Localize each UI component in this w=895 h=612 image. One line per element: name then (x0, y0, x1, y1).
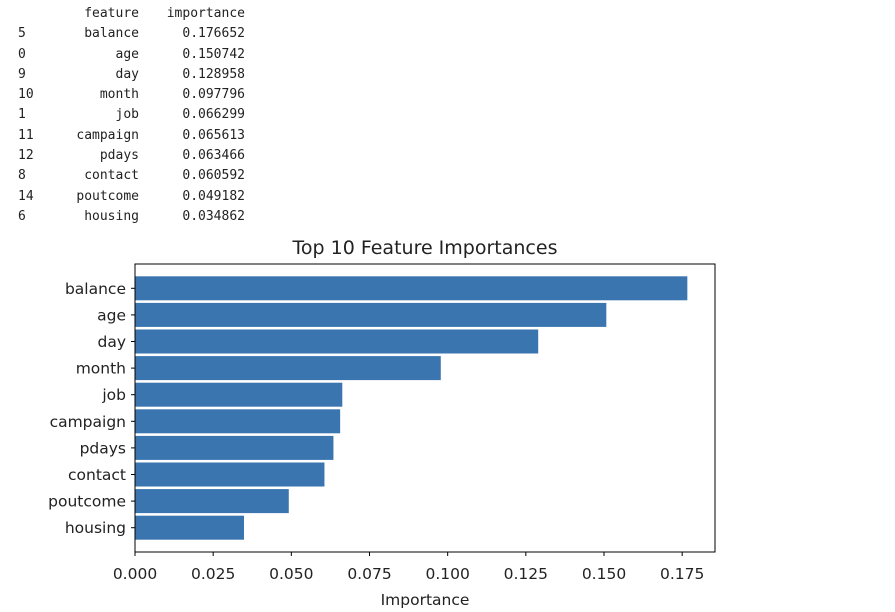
x-tick-label: 0.125 (504, 565, 548, 583)
row-feature: campaign (76, 127, 139, 143)
table-row: 10 month 0.097796 (18, 85, 245, 105)
table-row: 1 job 0.066299 (18, 105, 245, 125)
row-importance: 0.049182 (182, 188, 245, 204)
row-index: 1 (18, 107, 26, 123)
y-axis: balance age day month job campaign pdays contac… (48, 280, 135, 537)
table-row: 12 pdays 0.063466 (18, 146, 245, 166)
table-row: 8 contact 0.060592 (18, 166, 245, 186)
table-row: 9 day 0.128958 (18, 65, 245, 85)
bar-campaign (135, 409, 341, 434)
bar-housing (135, 515, 245, 540)
row-index: 10 (18, 87, 34, 103)
y-tick-label: contact (68, 466, 126, 484)
row-feature: job (115, 107, 139, 123)
y-tick-label: balance (65, 280, 126, 298)
y-tick-label: age (97, 306, 126, 324)
y-tick-label: pdays (80, 439, 126, 457)
y-tick-label: job (101, 386, 126, 404)
row-importance: 0.150742 (182, 46, 245, 62)
row-feature: pdays (99, 148, 139, 164)
bar-month (135, 356, 441, 381)
row-importance: 0.063466 (182, 148, 245, 164)
x-tick-label: 0.000 (113, 565, 157, 583)
row-index: 5 (18, 26, 26, 42)
row-importance: 0.060592 (182, 168, 245, 184)
y-tick-label: month (76, 360, 126, 378)
y-tick-label: housing (65, 519, 126, 537)
table-row: 11 campaign 0.065613 (18, 126, 245, 146)
row-importance: 0.034862 (182, 208, 245, 224)
row-feature: poutcome (76, 188, 139, 204)
feature-header: feature (84, 6, 139, 21)
y-tick-label: day (97, 333, 126, 351)
row-feature: balance (84, 26, 139, 42)
x-tick-label: 0.100 (425, 565, 469, 583)
x-tick-label: 0.075 (347, 565, 391, 583)
row-importance: 0.176652 (182, 26, 245, 42)
plot-frame (134, 263, 716, 553)
row-feature: day (115, 66, 139, 82)
bar-balance (135, 276, 688, 301)
row-index: 12 (18, 148, 34, 164)
row-feature: housing (84, 208, 139, 224)
bar-group (135, 276, 688, 540)
bar-pdays (135, 435, 334, 460)
table-row: 0 age 0.150742 (18, 45, 245, 65)
table-row: 14 poutcome 0.049182 (18, 187, 245, 207)
table-row: 5 balance 0.176652 (18, 24, 245, 44)
row-index: 14 (18, 188, 34, 204)
bar-age (135, 302, 607, 327)
y-tick-label: poutcome (48, 493, 126, 511)
chart-title: Top 10 Feature Importances (292, 237, 558, 259)
importance-header: importance (166, 6, 245, 21)
bar-job (135, 382, 343, 407)
row-index: 8 (18, 168, 26, 184)
y-tick-label: campaign (50, 413, 126, 431)
x-axis: 0.000 0.025 0.050 0.075 0.100 0.125 0.150 0.175 (113, 552, 704, 583)
row-importance: 0.065613 (182, 127, 245, 143)
x-tick-label: 0.150 (582, 565, 626, 583)
row-index: 11 (18, 127, 34, 143)
row-index: 6 (18, 208, 26, 224)
row-index: 9 (18, 66, 26, 82)
table-header-row: feature importance (18, 4, 245, 24)
bar-poutcome (135, 489, 289, 514)
x-tick-label: 0.175 (660, 565, 704, 583)
row-index: 0 (18, 46, 26, 62)
row-feature: age (115, 46, 139, 62)
x-axis-label: Importance (381, 591, 470, 609)
row-importance: 0.128958 (182, 66, 245, 82)
row-feature: month (99, 87, 139, 103)
row-feature: contact (84, 168, 139, 184)
bar-day (135, 329, 539, 354)
dataframe-output: feature importance 5 balance 0.176652 0 … (18, 4, 245, 227)
row-importance: 0.066299 (182, 107, 245, 123)
x-tick-label: 0.025 (191, 565, 235, 583)
x-tick-label: 0.050 (269, 565, 313, 583)
row-importance: 0.097796 (182, 87, 245, 103)
bar-contact (135, 462, 325, 487)
table-row: 6 housing 0.034862 (18, 207, 245, 227)
